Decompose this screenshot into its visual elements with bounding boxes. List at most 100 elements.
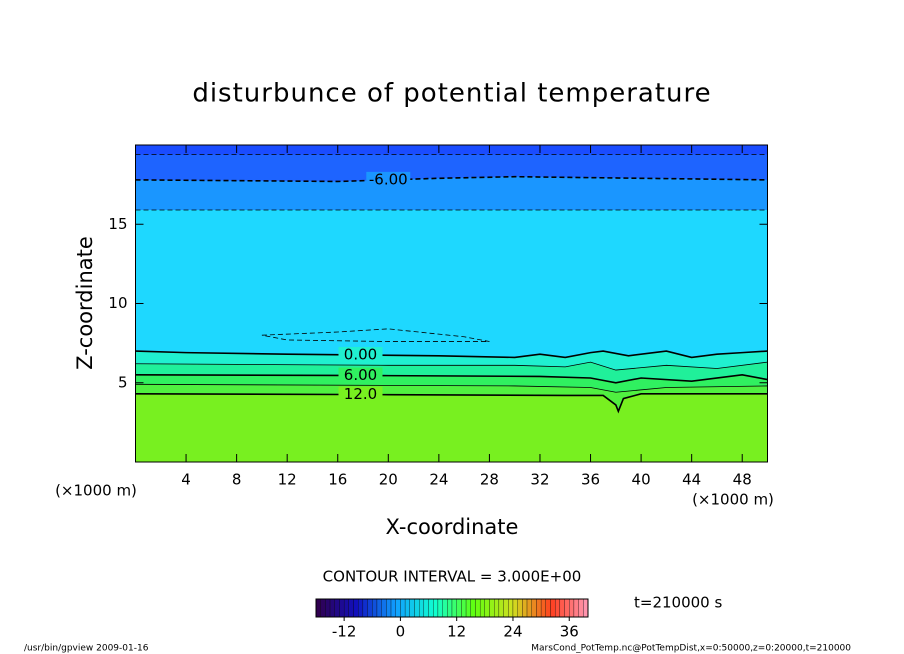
footer-right: MarsCond_PotTemp.nc@PotTempDist,x=0:5000…	[531, 644, 851, 654]
colorbar-cell	[442, 598, 448, 618]
colorbar-cell	[559, 598, 565, 618]
colorbar-cell	[494, 598, 500, 618]
colorbar-cell	[498, 598, 504, 618]
colorbar-cell	[461, 598, 467, 618]
colorbar-cell	[536, 598, 542, 618]
y-unit: (×1000 m)	[55, 482, 137, 500]
colorbar-cell	[573, 598, 579, 618]
colorbar-cell	[428, 598, 434, 618]
contour-label-bg	[338, 367, 383, 384]
contour-line	[135, 175, 768, 183]
contour-fill	[135, 393, 768, 462]
x-tick-label: 20	[379, 471, 398, 489]
colorbar-cell	[489, 598, 495, 618]
colorbar-cell	[475, 598, 481, 618]
colorbar-tick-label: 24	[503, 623, 522, 641]
colorbar-cell	[512, 598, 518, 618]
colorbar-cell	[400, 598, 406, 618]
colorbar-cell	[564, 598, 570, 618]
colorbar-cell	[555, 598, 561, 618]
colorbar-tick-label: 12	[447, 623, 466, 641]
x-tick-label: 40	[632, 471, 651, 489]
y-tick-label: 5	[118, 373, 128, 391]
colorbar-cell	[343, 598, 349, 618]
colorbar-cell	[569, 598, 575, 618]
chart-title: disturbunce of potential temperature	[192, 79, 711, 109]
contour-line	[135, 393, 768, 414]
x-tick-label: 48	[733, 471, 752, 489]
x-tick-label: 12	[278, 471, 297, 489]
time-label: t=210000 s	[634, 594, 722, 612]
colorbar-frame	[315, 598, 589, 618]
colorbar-cell	[433, 598, 439, 618]
colorbar-cell	[531, 598, 537, 618]
contour-line	[135, 350, 768, 359]
x-tick-label: 4	[181, 471, 191, 489]
x-tick-label: 44	[682, 471, 701, 489]
colorbar-cell	[325, 598, 331, 618]
x-tick-label: 24	[429, 471, 448, 489]
colorbar-cell	[367, 598, 373, 618]
colorbar-cell	[329, 598, 335, 618]
colorbar-cell	[451, 598, 457, 618]
contour-label: -6.00	[369, 170, 408, 188]
colorbar-cell	[540, 598, 546, 618]
colorbar-cell	[470, 598, 476, 618]
colorbar-cell	[386, 598, 392, 618]
colorbar-cell	[479, 598, 485, 618]
y-tick-label: 15	[108, 215, 127, 233]
colorbar-cell	[376, 598, 382, 618]
footer-left: /usr/bin/gpview 2009-01-16	[24, 644, 149, 654]
colorbar-cell	[526, 598, 532, 618]
colorbar-cell	[423, 598, 429, 618]
colorbar-cell	[390, 598, 396, 618]
x-tick-label: 32	[530, 471, 549, 489]
contour-line	[135, 374, 768, 384]
colorbar-cell	[503, 598, 509, 618]
contour-label-bg	[366, 171, 411, 188]
colorbar-tick-label: 0	[396, 623, 406, 641]
colorbar-tick-label: 36	[560, 623, 579, 641]
colorbar-cell	[358, 598, 364, 618]
x-unit: (×1000 m)	[692, 491, 774, 509]
contour-label: 0.00	[344, 345, 377, 363]
colorbar-cell	[320, 598, 326, 618]
colorbar-cell	[456, 598, 462, 618]
contour-line	[135, 361, 768, 371]
y-axis-label: Z-coordinate	[73, 236, 97, 370]
colorbar-cell	[395, 598, 401, 618]
colorbar-cell	[414, 598, 420, 618]
x-tick-label: 8	[232, 471, 242, 489]
colorbar-cell	[578, 598, 584, 618]
colorbar-cell	[348, 598, 354, 618]
contour-label: 12.0	[344, 385, 377, 403]
colorbar-cell	[404, 598, 410, 618]
colorbar-cell	[484, 598, 490, 618]
colorbar-cell	[381, 598, 387, 618]
colorbar-cell	[339, 598, 345, 618]
colorbar-cell	[508, 598, 514, 618]
contour-label-bg	[338, 346, 383, 363]
colorbar-cell	[550, 598, 556, 618]
contour-label-bg	[338, 386, 383, 403]
colorbar-cell	[419, 598, 425, 618]
x-tick-label: 36	[581, 471, 600, 489]
contour-line	[261, 328, 490, 342]
colorbar-tick-label: -12	[332, 623, 357, 641]
y-tick-label: 10	[108, 294, 127, 312]
colorbar-cell	[583, 598, 589, 618]
x-tick-label: 16	[328, 471, 347, 489]
colorbar-cell	[447, 598, 453, 618]
colorbar-cell	[409, 598, 415, 618]
colorbar-cell	[437, 598, 443, 618]
colorbar-cell	[334, 598, 340, 618]
colorbar-cell	[315, 598, 321, 618]
colorbar-cell	[522, 598, 528, 618]
x-axis-label: X-coordinate	[386, 515, 519, 539]
contour-label: 6.00	[344, 366, 377, 384]
colorbar-cell	[362, 598, 368, 618]
colorbar-cell	[353, 598, 359, 618]
colorbar-cell	[465, 598, 471, 618]
contour-interval: CONTOUR INTERVAL = 3.000E+00	[323, 568, 582, 586]
